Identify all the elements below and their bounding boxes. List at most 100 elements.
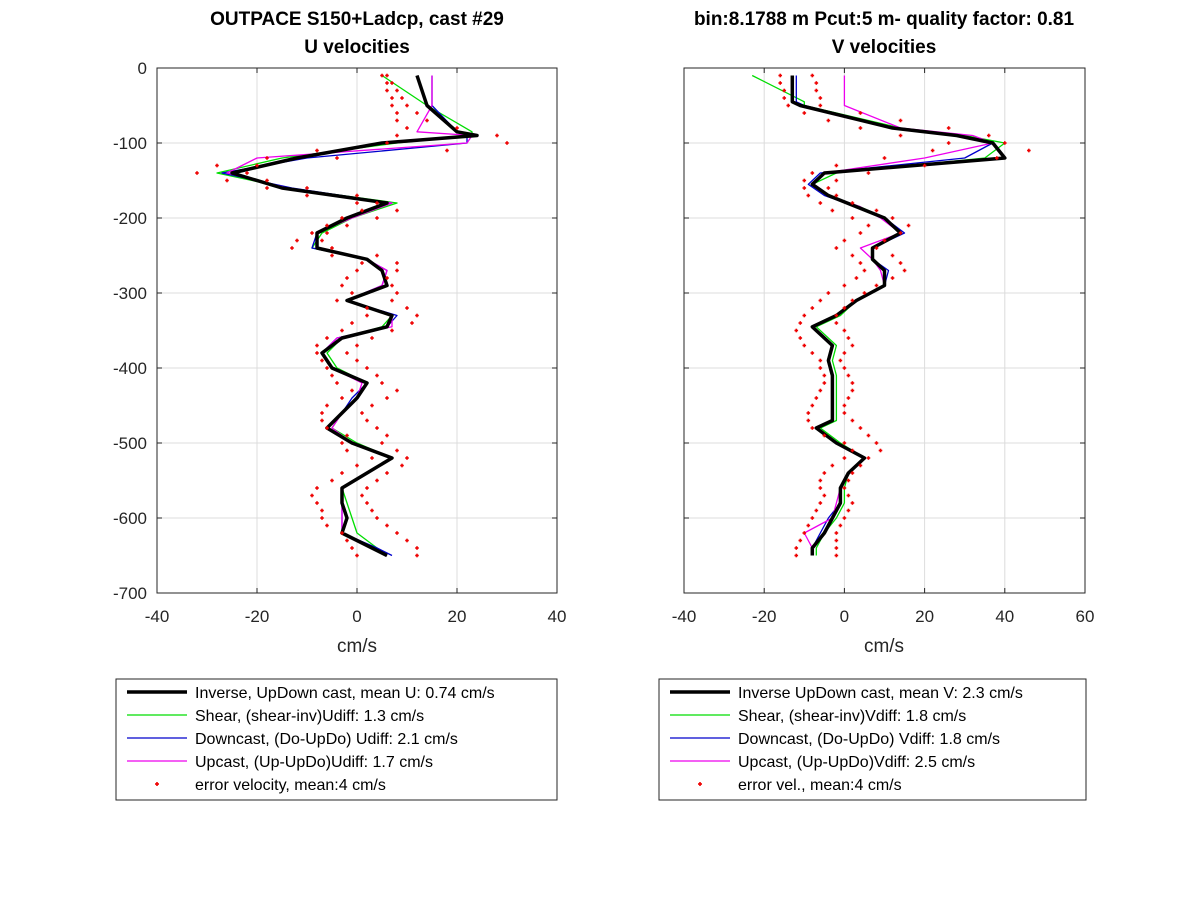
v-error-point bbox=[850, 298, 855, 303]
u-error-point bbox=[385, 396, 389, 400]
u-error-point bbox=[375, 253, 379, 258]
v-error-point bbox=[930, 148, 935, 153]
u-error-point bbox=[315, 148, 319, 153]
v-error-point bbox=[810, 306, 815, 310]
v-error-point bbox=[862, 291, 867, 295]
u-error-point bbox=[315, 351, 319, 355]
u-error-point bbox=[345, 433, 349, 438]
u-error-point bbox=[330, 478, 334, 483]
u-series-shear bbox=[216, 74, 473, 557]
u-error-point bbox=[355, 268, 359, 273]
u-error-point bbox=[325, 523, 329, 528]
v-error-point bbox=[782, 88, 787, 93]
u-error-point bbox=[365, 486, 369, 490]
v-error-point bbox=[778, 73, 783, 78]
u-error-point bbox=[315, 343, 319, 348]
v-error-point bbox=[806, 523, 811, 528]
v-error-point bbox=[794, 328, 799, 333]
left-figure-title: OUTPACE S150+Ladcp, cast #29 bbox=[210, 9, 504, 30]
u-legend-box bbox=[115, 678, 558, 801]
v-error-point bbox=[862, 268, 867, 273]
v-error-point bbox=[806, 411, 811, 415]
u-ytick-label: -600 bbox=[113, 509, 147, 528]
u-error-point bbox=[350, 321, 354, 325]
u-error-point bbox=[340, 396, 344, 400]
right-figure-title: bin:8.1788 m Pcut:5 m- quality factor: 0… bbox=[694, 9, 1075, 30]
v-error-point bbox=[778, 81, 783, 85]
u-error-point bbox=[320, 418, 324, 423]
u-error-point bbox=[410, 321, 414, 325]
v-error-point bbox=[786, 103, 791, 108]
u-ytick-label: 0 bbox=[138, 59, 147, 78]
v-error-point bbox=[946, 141, 951, 145]
u-error-point bbox=[365, 501, 369, 505]
u-error-point bbox=[330, 373, 334, 378]
v-error-point bbox=[834, 531, 839, 535]
u-error-point bbox=[405, 103, 409, 108]
v-error-point bbox=[842, 456, 847, 460]
v-xtick-label: -40 bbox=[672, 607, 697, 626]
u-error-point bbox=[325, 223, 329, 228]
v-error-point bbox=[866, 171, 871, 175]
v-legend-entry-downcast: Downcast, (Do-UpDo) Vdiff: 1.8 cm/s bbox=[670, 731, 1000, 748]
v-error-point bbox=[866, 433, 871, 438]
u-xtick-label: 40 bbox=[548, 607, 567, 626]
u-error-point bbox=[320, 411, 324, 415]
v-error-point bbox=[994, 156, 999, 160]
v-error-point bbox=[850, 201, 855, 205]
v-error-point bbox=[858, 231, 863, 235]
u-ytick-label: -100 bbox=[113, 134, 147, 153]
u-error-point bbox=[350, 546, 354, 550]
v-velocity-plot: -40 -20 0 20 40 60 cm/s bbox=[672, 67, 1094, 657]
u-error-point bbox=[505, 141, 509, 145]
v-error-point bbox=[822, 381, 827, 385]
u-error-point bbox=[365, 306, 369, 310]
v-error-point bbox=[858, 463, 863, 468]
v-legend-label-downcast: Downcast, (Do-UpDo) Vdiff: 1.8 cm/s bbox=[738, 731, 1000, 748]
u-error-point bbox=[345, 223, 349, 228]
u-legend-label-error: error velocity, mean:4 cm/s bbox=[195, 777, 386, 794]
u-error-point bbox=[385, 141, 389, 145]
u-ytick-label: -500 bbox=[113, 434, 147, 453]
v-series-shear bbox=[751, 74, 1006, 556]
v-error-point bbox=[822, 373, 827, 378]
u-error-point bbox=[415, 313, 419, 318]
u-error-point bbox=[455, 126, 459, 130]
v-error-point bbox=[866, 223, 871, 228]
u-error-point bbox=[340, 471, 344, 475]
v-error-point bbox=[842, 403, 847, 408]
u-error-point bbox=[355, 193, 359, 198]
v-error-point bbox=[850, 343, 855, 348]
u-error-point bbox=[395, 111, 399, 115]
v-error-point bbox=[818, 298, 823, 303]
v-error-point bbox=[866, 456, 871, 460]
v-error-point bbox=[858, 261, 863, 265]
u-error-point bbox=[375, 201, 379, 205]
u-error-point bbox=[340, 283, 344, 288]
v-legend: Inverse UpDown cast, mean V: 2.3 cm/s She… bbox=[658, 678, 1087, 801]
u-legend-label-inverse: Inverse, UpDown cast, mean U: 0.74 cm/s bbox=[195, 685, 495, 702]
v-xtick-label: 20 bbox=[915, 607, 934, 626]
u-error-point bbox=[395, 208, 399, 213]
u-error-point bbox=[390, 283, 394, 288]
u-error-point bbox=[360, 208, 364, 213]
u-error-point bbox=[345, 448, 349, 453]
u-error-point bbox=[345, 276, 349, 280]
u-ytick-label: -400 bbox=[113, 359, 147, 378]
u-error-point bbox=[395, 291, 399, 295]
v-legend-entry-upcast: Upcast, (Up-UpDo)Vdiff: 2.5 cm/s bbox=[670, 754, 975, 771]
v-error-point bbox=[814, 88, 819, 93]
u-legend-entry-downcast: Downcast, (Do-UpDo) Udiff: 2.1 cm/s bbox=[127, 731, 458, 748]
left-chart-title: U velocities bbox=[304, 37, 410, 58]
v-legend-label-inverse: Inverse UpDown cast, mean V: 2.3 cm/s bbox=[738, 685, 1023, 702]
v-legend-entry-error: error vel., mean:4 cm/s bbox=[698, 777, 902, 794]
u-error-point bbox=[265, 186, 269, 190]
u-legend-entry-inverse: Inverse, UpDown cast, mean U: 0.74 cm/s bbox=[127, 685, 495, 702]
v-xtick-label: -20 bbox=[752, 607, 777, 626]
u-error-point bbox=[375, 216, 379, 220]
v-error-point bbox=[842, 328, 847, 333]
v-error-point bbox=[946, 126, 951, 130]
v-legend-label-error: error vel., mean:4 cm/s bbox=[738, 777, 902, 794]
u-error-point bbox=[320, 508, 324, 513]
v-error-point bbox=[830, 208, 835, 213]
